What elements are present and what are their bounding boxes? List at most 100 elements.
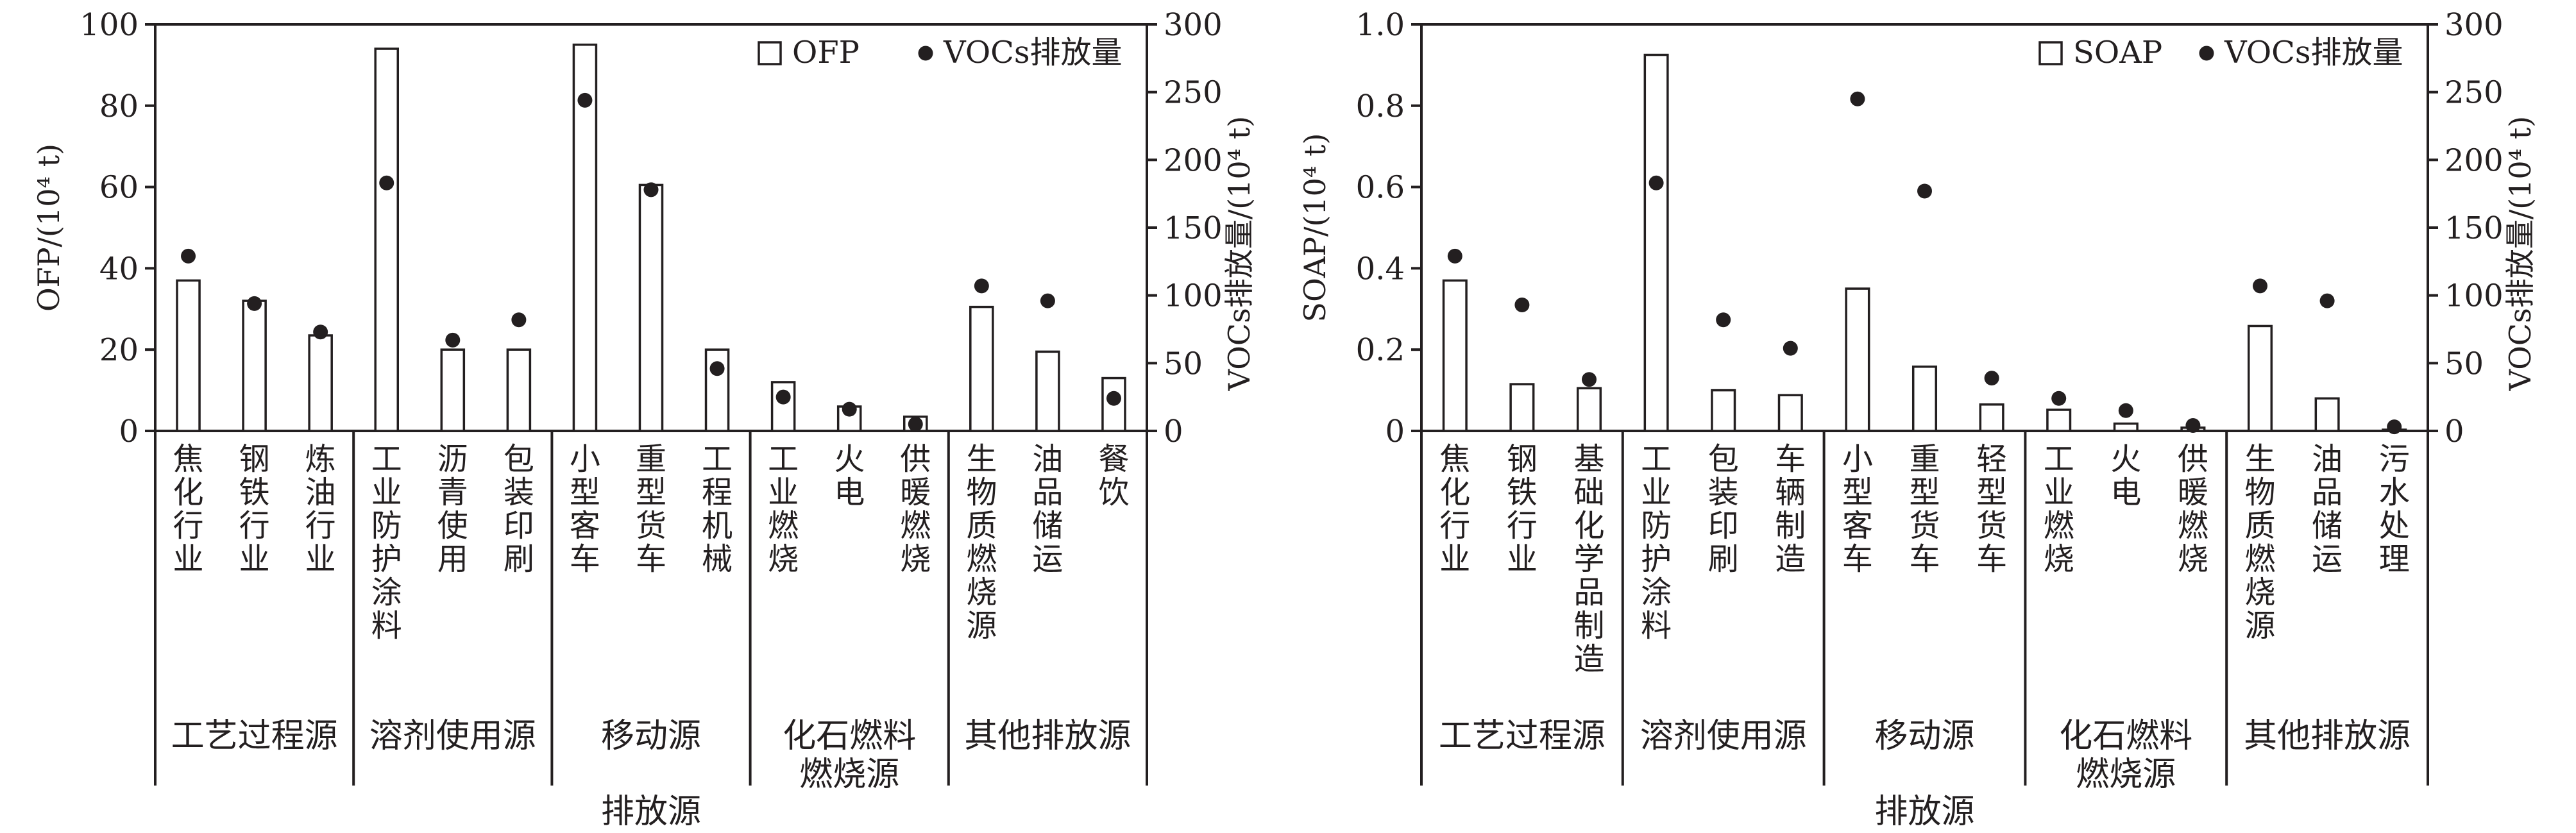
bar-OFP-1: [176, 279, 201, 432]
category-label: 工业防护涂料: [1641, 441, 1672, 644]
category-label: 钢铁行业: [239, 441, 270, 577]
dot-vocs-1: [1447, 248, 1462, 264]
left-tick-label: 0.4: [1356, 251, 1405, 287]
left-tick-label: 20: [99, 332, 139, 368]
group-label: 化石燃料: [783, 717, 916, 755]
category-label: 工业防护涂料: [371, 441, 402, 644]
group-label: 化石燃料: [2059, 717, 2192, 755]
bar-OFP-8: [638, 183, 664, 432]
x-axis-title: 排放源: [1874, 793, 1974, 831]
category-label: 生物质燃烧源: [966, 441, 997, 644]
right-tick-label: 0: [2445, 414, 2464, 450]
bar-SOAP-9: [1979, 403, 2004, 432]
legend-dot-swatch: [918, 46, 933, 61]
category-label: 油品储运: [1032, 441, 1063, 577]
right-axis-title: VOCs排放量/(10⁴ t): [2503, 116, 2538, 391]
group-label: 工艺过程源: [1439, 717, 1606, 755]
right-tick-label: 200: [2445, 142, 2504, 178]
dot-vocs-15: [2387, 419, 2402, 435]
dot-vocs-7: [1850, 91, 1865, 106]
dot-vocs-1: [181, 248, 196, 264]
dot-vocs-7: [577, 92, 593, 108]
group-label: 移动源: [601, 717, 701, 755]
left-tick-label: 1.0: [1356, 7, 1405, 43]
dot-vocs-12: [2185, 418, 2201, 433]
left-tick-label: 0.6: [1356, 170, 1405, 206]
left-tick-label: 0: [1385, 414, 1405, 450]
group-label: 工艺过程源: [171, 717, 338, 755]
bar-SOAP-6: [1777, 394, 1803, 432]
category-label: 工程机械: [702, 441, 733, 577]
category-label: 焦化行业: [173, 441, 204, 577]
dot-vocs-14: [1040, 293, 1055, 308]
right-axis-title-group: VOCs排放量/(10⁴ t): [1222, 116, 1257, 391]
category-label: 工业燃烧: [2044, 441, 2074, 577]
bar-OFP-3: [308, 334, 333, 432]
category-label: 轻型货车: [1976, 441, 2007, 577]
dot-vocs-6: [1783, 341, 1798, 356]
legend-bar-swatch: [2038, 41, 2063, 65]
legend-bar-label: OFP: [792, 35, 860, 71]
category-label: 生物质燃烧源: [2244, 441, 2275, 644]
dot-vocs-12: [908, 416, 923, 432]
right-tick-label: 200: [1164, 142, 1223, 178]
category-label: 污水处理: [2379, 441, 2410, 577]
right-tick-label: 250: [1164, 75, 1223, 111]
right-tick-label: 300: [2445, 7, 2504, 43]
category-label: 车辆制造: [1775, 441, 1806, 577]
bar-OFP-5: [440, 348, 466, 432]
dot-vocs-11: [842, 401, 857, 417]
dot-vocs-5: [445, 332, 461, 348]
bar-SOAP-10: [2046, 408, 2072, 432]
legend-bar-swatch: [758, 41, 782, 65]
category-label: 炼油行业: [305, 441, 336, 577]
category-label: 供暖燃烧: [900, 441, 931, 577]
chart-panel-2: 0 0.2 0.4 0.6 0.8 1.0 0 50 100 150 200 250 300 SOAP/(…: [1298, 7, 2538, 831]
legend-dot-swatch: [2199, 46, 2214, 61]
dot-vocs-9: [709, 361, 725, 376]
left-axis-title-group: OFP/(10⁴ t): [31, 144, 66, 312]
category-label: 火电: [834, 441, 865, 510]
right-tick-label: 100: [1164, 278, 1223, 314]
left-axis-title-group: SOAP/(10⁴ t): [1298, 133, 1332, 323]
group-label: 移动源: [1874, 717, 1974, 755]
x-axis-title: 排放源: [601, 793, 701, 831]
dot-vocs-3: [1582, 372, 1597, 387]
chart-panel-1: 0 20 40 60 80 100 0 50 100 150 200 250 300 OFP/(10⁴ t…: [31, 7, 1257, 831]
dot-vocs-9: [1984, 371, 1999, 386]
bar-OFP-7: [572, 43, 598, 432]
dot-vocs-6: [511, 312, 527, 328]
category-label: 油品储运: [2312, 441, 2343, 577]
group-label: 其他排放源: [2244, 717, 2411, 755]
bar-SOAP-14: [2314, 397, 2340, 432]
left-axis-title: SOAP/(10⁴ t): [1298, 133, 1332, 323]
right-axis-title: VOCs排放量/(10⁴ t): [1222, 116, 1257, 391]
bar-SOAP-13: [2247, 324, 2273, 432]
group-label: 燃烧源: [799, 755, 899, 794]
bar-OFP-14: [1035, 350, 1060, 432]
dot-vocs-3: [313, 324, 328, 340]
category-label: 包装印刷: [1708, 441, 1739, 577]
dot-vocs-13: [974, 278, 989, 294]
left-axis-title: OFP/(10⁴ t): [31, 144, 66, 312]
category-label: 工业燃烧: [768, 441, 799, 577]
bar-OFP-6: [506, 348, 532, 432]
dot-vocs-5: [1716, 312, 1731, 328]
dot-vocs-10: [775, 389, 791, 405]
dot-vocs-8: [643, 182, 659, 198]
category-label: 供暖燃烧: [2178, 441, 2208, 577]
group-label: 溶剂使用源: [1640, 717, 1807, 755]
left-tick-label: 40: [99, 251, 139, 287]
group-label: 其他排放源: [964, 717, 1131, 755]
dot-vocs-4: [1648, 175, 1664, 190]
dot-vocs-13: [2253, 278, 2267, 294]
group-label: 燃烧源: [2076, 755, 2176, 794]
dot-vocs-15: [1106, 391, 1121, 406]
category-label: 重型货车: [636, 441, 666, 577]
legend-bar-label: SOAP: [2073, 35, 2162, 71]
right-tick-label: 300: [1164, 7, 1223, 43]
bar-SOAP-7: [1845, 287, 1870, 432]
bar-SOAP-2: [1509, 383, 1535, 432]
dot-vocs-8: [1917, 183, 1932, 199]
